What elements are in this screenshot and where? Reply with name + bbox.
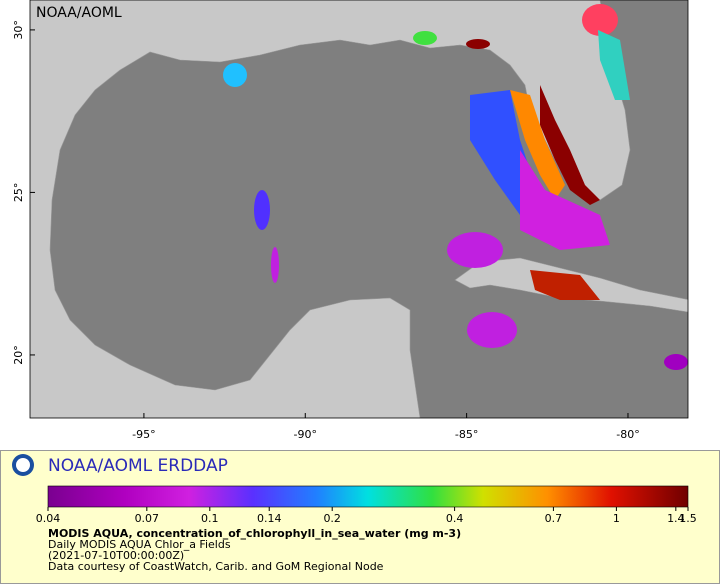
patch — [664, 354, 688, 370]
legend-line: Data courtesy of CoastWatch, Carib. and … — [48, 560, 384, 573]
colorbar-tick-label: 0.07 — [135, 512, 160, 525]
legend-line: Daily MODIS AQUA Chlor_a Fields — [48, 538, 231, 551]
patch — [520, 150, 610, 250]
colorbar-tick-label: 1.5 — [679, 512, 697, 525]
map-label: NOAA/AOML — [36, 5, 122, 21]
colorbar-tick-label: 1 — [613, 512, 620, 525]
patch — [447, 232, 503, 268]
colorbar-tick-label: 0.2 — [323, 512, 341, 525]
chlorophyll-patches — [223, 4, 688, 370]
patch — [510, 90, 565, 200]
map-frame — [29, 0, 689, 419]
legend-line: (2021-07-10T00:00:00Z) — [48, 549, 184, 562]
patch — [598, 30, 630, 100]
colorbar — [47, 485, 689, 508]
legend-panel — [0, 450, 720, 584]
x-tick-label: -85° — [455, 428, 478, 441]
legend-title: NOAA/AOML ERDDAP — [48, 456, 228, 476]
map — [30, 0, 688, 418]
patch — [466, 39, 490, 49]
x-tick-label: -95° — [132, 428, 155, 441]
y-tick-label: 30° — [12, 20, 25, 40]
noaa-logo-inner — [16, 458, 30, 472]
colorbar-tick-label: 0.7 — [545, 512, 563, 525]
colorbar-tick-label: 0.14 — [257, 512, 282, 525]
x-tick-label: -90° — [294, 428, 317, 441]
patch — [223, 63, 247, 87]
y-tick-label: 25° — [12, 183, 25, 203]
patch — [467, 312, 517, 348]
colorbar-tick-label: 0.04 — [36, 512, 61, 525]
colorbar-tick-label: 0.1 — [201, 512, 219, 525]
patch — [254, 190, 270, 230]
patch — [271, 247, 279, 283]
variable-name: MODIS AQUA, concentration_of_chlorophyll… — [48, 527, 461, 540]
y-tick-label: 20° — [12, 345, 25, 365]
patch — [530, 270, 600, 300]
patch — [413, 31, 437, 45]
colorbar-tick-label: 0.4 — [446, 512, 464, 525]
patch — [540, 85, 600, 205]
patch — [582, 4, 618, 36]
colorbar-tick-label: 1.4 — [667, 512, 685, 525]
x-tick-label: -80° — [616, 428, 639, 441]
